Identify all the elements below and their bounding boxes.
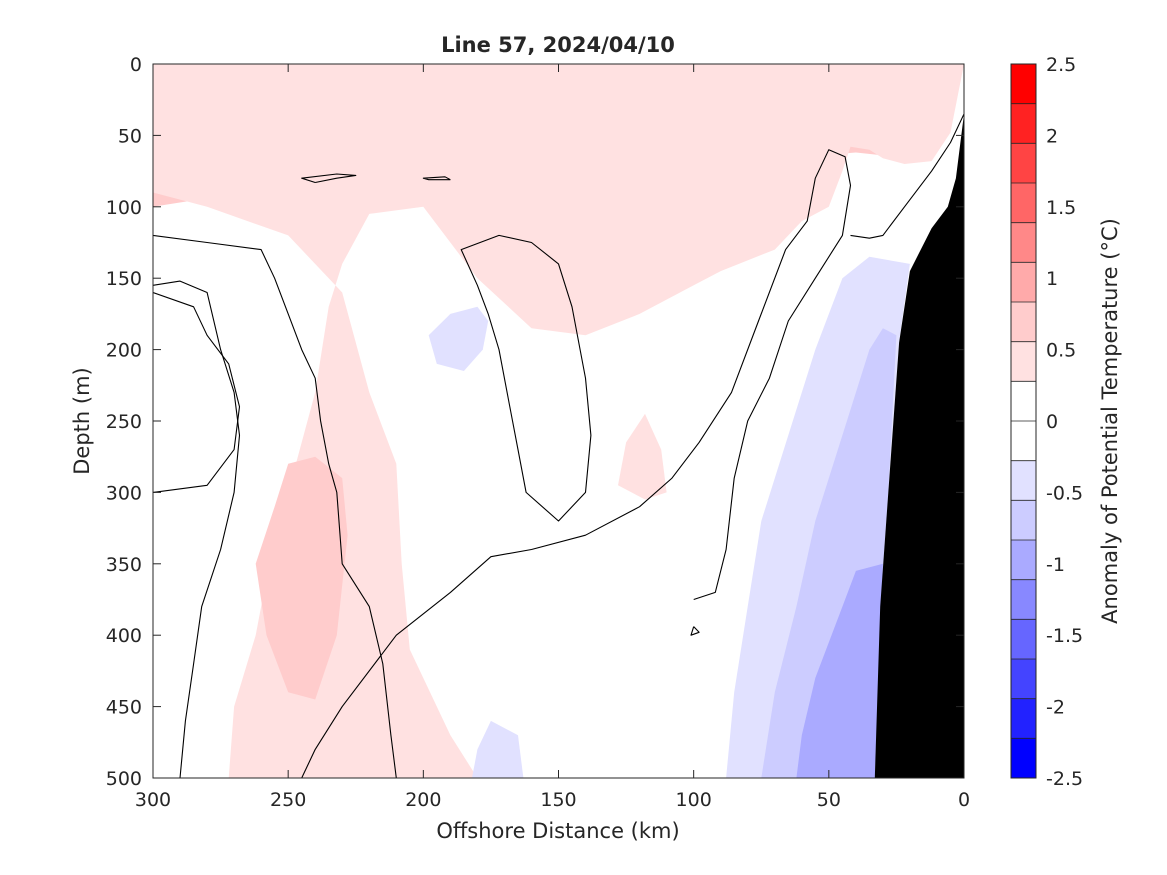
colorbar-tick-label: -2 bbox=[1046, 697, 1065, 719]
colorbar-band bbox=[1011, 381, 1036, 422]
colorbar-tick-label: 0.5 bbox=[1046, 340, 1076, 362]
x-tick-label: 50 bbox=[817, 789, 841, 811]
zero-contour-line-3 bbox=[460, 234, 592, 522]
colorbar-band bbox=[1011, 460, 1036, 501]
y-tick-label: 400 bbox=[106, 625, 142, 647]
zero-contour-line-7 bbox=[690, 626, 700, 636]
chart-title: Line 57, 2024/04/10 bbox=[441, 33, 675, 57]
colorbar-band bbox=[1011, 222, 1036, 263]
colorbar-band bbox=[1011, 698, 1036, 739]
colorbar-tick-label: -2.5 bbox=[1046, 768, 1083, 790]
colorbar-band bbox=[1011, 738, 1036, 779]
colorbar-frame bbox=[1010, 63, 1037, 779]
contour-fill-region-11 bbox=[428, 306, 489, 371]
colorbar-band bbox=[1011, 659, 1036, 700]
x-tick-label: 300 bbox=[135, 789, 171, 811]
y-axis-label: Depth (m) bbox=[70, 367, 94, 474]
zero-contour-line-1 bbox=[153, 280, 241, 778]
x-tick-label: 0 bbox=[958, 789, 970, 811]
zero-contour-line-6 bbox=[422, 176, 451, 181]
colorbar-tick-label: 2.5 bbox=[1046, 54, 1076, 76]
zero-contour-line-0 bbox=[153, 234, 397, 778]
colorbar-band bbox=[1011, 183, 1036, 224]
y-tick-label: 0 bbox=[130, 54, 142, 76]
x-tick-label: 200 bbox=[405, 789, 441, 811]
colorbar-band bbox=[1011, 341, 1036, 382]
x-axis-ticks: 300 250 200 150 100 50 0 bbox=[135, 64, 970, 811]
x-axis-label: Offshore Distance (km) bbox=[436, 819, 679, 843]
bathymetry-shelf bbox=[874, 114, 964, 778]
colorbar-band bbox=[1011, 143, 1036, 184]
zero-contour-line-5 bbox=[301, 173, 357, 184]
contour-fill-region-7 bbox=[618, 413, 667, 500]
x-tick-label: 100 bbox=[676, 789, 712, 811]
x-tick-label: 150 bbox=[540, 789, 576, 811]
y-tick-label: 250 bbox=[106, 411, 142, 433]
y-tick-label: 350 bbox=[106, 554, 142, 576]
contour-fill-layer bbox=[153, 64, 964, 778]
contour-fill-region-10 bbox=[796, 563, 883, 778]
colorbar-band bbox=[1011, 262, 1036, 303]
colorbar-tick-label: -1.5 bbox=[1046, 625, 1083, 647]
y-tick-label: 200 bbox=[106, 340, 142, 362]
colorbar-tick-label: -1 bbox=[1046, 554, 1065, 576]
colorbar-tick-label: 1 bbox=[1046, 268, 1058, 290]
colorbar-band bbox=[1011, 421, 1036, 462]
y-tick-label: 450 bbox=[106, 697, 142, 719]
zero-contour-line-8 bbox=[850, 113, 964, 239]
zero-contour-line-4 bbox=[301, 149, 852, 778]
contour-fill-region-5 bbox=[153, 64, 964, 778]
y-tick-label: 100 bbox=[106, 197, 142, 219]
x-tick-label: 250 bbox=[270, 789, 306, 811]
bathymetry-layer bbox=[874, 114, 964, 778]
y-tick-label: 150 bbox=[106, 268, 142, 290]
colorbar-band bbox=[1011, 619, 1036, 660]
colorbar-label: Anomaly of Potential Temperature (°C) bbox=[1098, 218, 1122, 624]
colorbar-band bbox=[1011, 103, 1036, 144]
colorbar: 2.5 2 1.5 1 0.5 0 -0.5 -1 -1.5 -2 -2.5 bbox=[1010, 54, 1083, 790]
y-tick-label: 300 bbox=[106, 482, 142, 504]
zero-contour-line-2 bbox=[153, 291, 241, 493]
colorbar-tick-label: 0 bbox=[1046, 411, 1058, 433]
colorbar-band bbox=[1011, 579, 1036, 620]
colorbar-tick-label: 1.5 bbox=[1046, 197, 1076, 219]
contour-fill-region-6 bbox=[255, 456, 348, 700]
zero-contour-layer bbox=[153, 113, 964, 778]
colorbar-tick-label: -0.5 bbox=[1046, 482, 1083, 504]
colorbar-band bbox=[1011, 500, 1036, 541]
colorbar-tick-label: 2 bbox=[1046, 125, 1058, 147]
colorbar-band bbox=[1011, 302, 1036, 343]
y-tick-label: 500 bbox=[106, 768, 142, 790]
contour-fill-region-12 bbox=[472, 720, 524, 778]
y-axis-ticks: 0 50 100 150 200 250 300 350 400 450 500 bbox=[106, 54, 964, 790]
colorbar-band bbox=[1011, 540, 1036, 581]
colorbar-band bbox=[1011, 64, 1036, 105]
y-tick-label: 50 bbox=[118, 125, 142, 147]
